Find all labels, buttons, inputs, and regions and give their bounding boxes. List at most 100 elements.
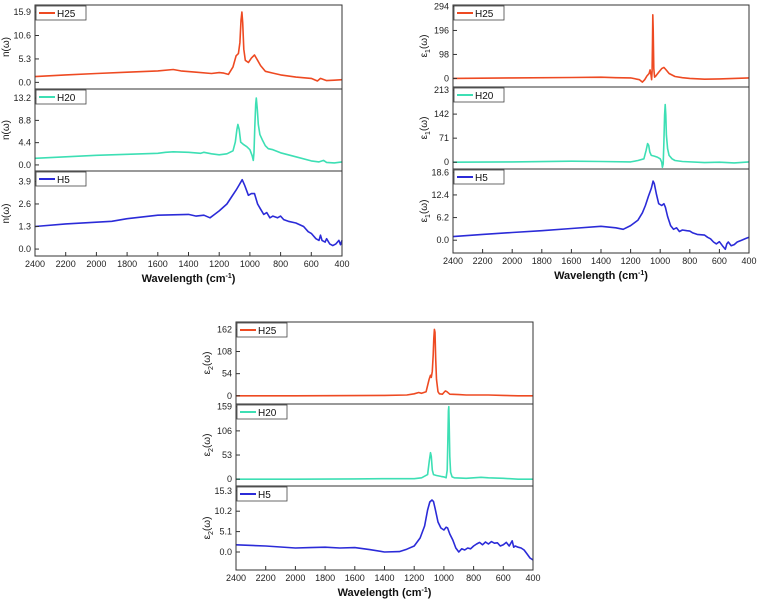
x-tick-label: 600: [712, 256, 727, 266]
legend-box: [453, 87, 505, 103]
legend-box: [236, 486, 288, 502]
y-tick-label: 142: [434, 109, 449, 119]
legend-h25: H25: [35, 5, 87, 21]
legend-label: H20: [57, 93, 76, 104]
chart-epsilon2: 162 108 54 0 ε2(ω) H25 159 106 53 0 ε2(ω) H20 15.3 10…: [202, 321, 541, 599]
y-tick-label: 0.0: [18, 160, 31, 170]
legend-h5: H5: [35, 171, 87, 187]
x-tick-label: 2000: [502, 256, 522, 266]
y-tick-label: 10.2: [214, 506, 232, 516]
y-tick-label: 213: [434, 85, 449, 95]
y-tick-label: 5.1: [219, 527, 232, 537]
y-axis-label: ε2(ω): [202, 434, 215, 457]
y-tick-label: 2.6: [18, 199, 31, 209]
y-axis-label: ε2(ω): [202, 352, 215, 375]
y-tick-label: 0: [444, 157, 449, 167]
y-axis-label: n(ω): [1, 203, 12, 223]
panel-h5: 18.6 12.4 6.2 0.0 ε1(ω) H5: [419, 167, 750, 254]
y-tick-label: 15.9: [13, 7, 31, 17]
panel-h5: 15.3 10.2 5.1 0.0 ε2(ω) H5: [202, 485, 534, 571]
y-tick-label: 106: [217, 426, 232, 436]
series-line-h20: [236, 405, 533, 480]
series-line-h5: [34, 178, 343, 247]
legend-box: [453, 5, 505, 21]
y-tick-label: 15.3: [214, 486, 232, 496]
panel-h20: 159 106 53 0 ε2(ω) H20: [202, 402, 534, 487]
x-tick-label: 1000: [240, 259, 260, 269]
y-axis-label: n(ω): [1, 37, 12, 57]
x-axis-title: Wavelength (cm-1): [554, 270, 648, 282]
x-tick-label: 400: [334, 259, 349, 269]
y-axis-label: ε1(ω): [419, 200, 432, 223]
x-tick-label: 400: [525, 573, 540, 583]
y-tick-label: 8.8: [18, 115, 31, 125]
chart-n-omega: 15.9 10.6 5.3 0.0 n(ω) H25 13.2 8.8 4.4 0.0 n(ω) H2…: [1, 4, 350, 285]
y-tick-label: 3.9: [18, 176, 31, 186]
legend-label: H5: [258, 490, 271, 501]
y-tick-label: 6.2: [436, 213, 449, 223]
y-tick-label: 162: [217, 324, 232, 334]
chart-epsilon1: 294 196 98 0 ε1(ω) H25 213 142 71 0 ε1(ω) H20 18.6 12…: [419, 1, 757, 282]
x-tick-label: 1000: [650, 256, 670, 266]
x-tick-label: 400: [741, 256, 756, 266]
x-tick-label: 800: [682, 256, 697, 266]
x-tick-label: 600: [304, 259, 319, 269]
y-tick-label: 0: [444, 73, 449, 83]
y-tick-label: 4.4: [18, 138, 31, 148]
y-tick-label: 10.6: [13, 31, 31, 41]
y-tick-label: 196: [434, 25, 449, 35]
y-tick-label: 13.2: [13, 93, 31, 103]
x-tick-label: 600: [496, 573, 511, 583]
y-tick-label: 12.4: [431, 190, 449, 200]
y-tick-label: 54: [222, 369, 232, 379]
series-line-h20: [34, 97, 343, 164]
y-tick-label: 71: [439, 133, 449, 143]
legend-label: H25: [57, 9, 76, 20]
x-axis-title: Wavelength (cm-1): [338, 587, 432, 599]
panel-h25: 162 108 54 0 ε2(ω) H25: [202, 321, 534, 405]
y-tick-label: 1.3: [18, 222, 31, 232]
x-tick-label: 1600: [148, 259, 168, 269]
y-tick-label: 0.0: [436, 235, 449, 245]
x-tick-label: 1800: [117, 259, 137, 269]
panel-h20: 13.2 8.8 4.4 0.0 n(ω) H20: [1, 88, 343, 172]
panel-h25: 15.9 10.6 5.3 0.0 n(ω) H25: [1, 4, 343, 90]
x-axis-title: Wavelength (cm-1): [142, 273, 236, 285]
legend-h20: H20: [453, 87, 505, 103]
legend-h5: H5: [236, 486, 288, 502]
series-line-h25: [34, 11, 343, 82]
series-line-h20: [452, 103, 750, 169]
x-tick-label: 1200: [621, 256, 641, 266]
x-tick-label: 1400: [178, 259, 198, 269]
legend-h25: H25: [236, 322, 288, 338]
x-tick-label: 1200: [209, 259, 229, 269]
y-tick-label: 18.6: [431, 167, 449, 177]
y-axis-label: ε1(ω): [419, 117, 432, 140]
series-line-h25: [236, 328, 533, 397]
y-tick-label: 0.0: [219, 547, 232, 557]
legend-label: H5: [475, 173, 488, 184]
y-tick-label: 0: [227, 474, 232, 484]
y-tick-label: 53: [222, 450, 232, 460]
x-tick-label: 2400: [226, 573, 246, 583]
x-tick-label: 1800: [315, 573, 335, 583]
legend-box: [35, 89, 87, 105]
legend-label: H20: [475, 91, 494, 102]
x-tick-label: 1000: [434, 573, 454, 583]
legend-box: [236, 404, 288, 420]
x-tick-label: 2200: [256, 573, 276, 583]
legend-label: H20: [258, 408, 277, 419]
y-tick-label: 98: [439, 49, 449, 59]
y-axis-label: ε2(ω): [202, 517, 215, 540]
panel-h20: 213 142 71 0 ε1(ω) H20: [419, 85, 750, 170]
panel-h5: 3.9 2.6 1.3 0.0 n(ω) H5: [1, 170, 343, 257]
x-tick-label: 1600: [561, 256, 581, 266]
series-line-h5: [452, 180, 750, 251]
legend-h5: H5: [453, 169, 505, 185]
legend-label: H5: [57, 175, 70, 186]
x-tick-label: 2000: [86, 259, 106, 269]
x-tick-label: 1400: [374, 573, 394, 583]
series-line-h25: [452, 14, 750, 83]
x-tick-label: 800: [466, 573, 481, 583]
